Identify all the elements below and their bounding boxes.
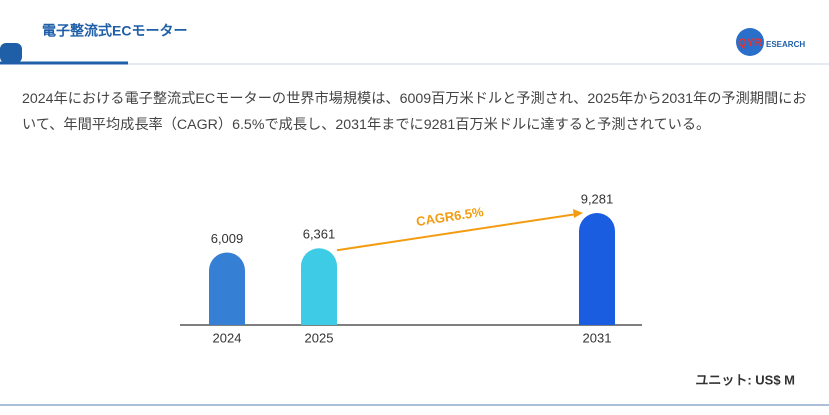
x-tick-label: 2025 xyxy=(305,330,334,345)
logo-mark: QYR xyxy=(738,37,762,49)
x-tick-label: 2024 xyxy=(213,330,242,345)
header-tab xyxy=(0,43,22,63)
bar xyxy=(579,213,615,325)
bar xyxy=(301,248,337,325)
description: 2024年における電子整流式ECモーターの世界市場規模は、6009百万米ドルと予… xyxy=(22,91,807,133)
value-label: 6,361 xyxy=(303,227,336,242)
unit-label: ユニット: US$ M xyxy=(695,372,795,387)
logo-circle xyxy=(736,28,764,56)
x-tick-label: 2031 xyxy=(583,330,612,345)
header-title: 電子整流式ECモーター xyxy=(42,23,187,39)
logo-text: ESEARCH xyxy=(766,40,805,49)
cagr-arrow xyxy=(336,213,578,252)
cagr-arrowhead xyxy=(573,209,583,218)
value-label: 6,009 xyxy=(211,231,244,246)
bar xyxy=(209,252,245,325)
value-label: 9,281 xyxy=(581,191,614,206)
cagr-label: CAGR6.5% xyxy=(415,204,485,229)
